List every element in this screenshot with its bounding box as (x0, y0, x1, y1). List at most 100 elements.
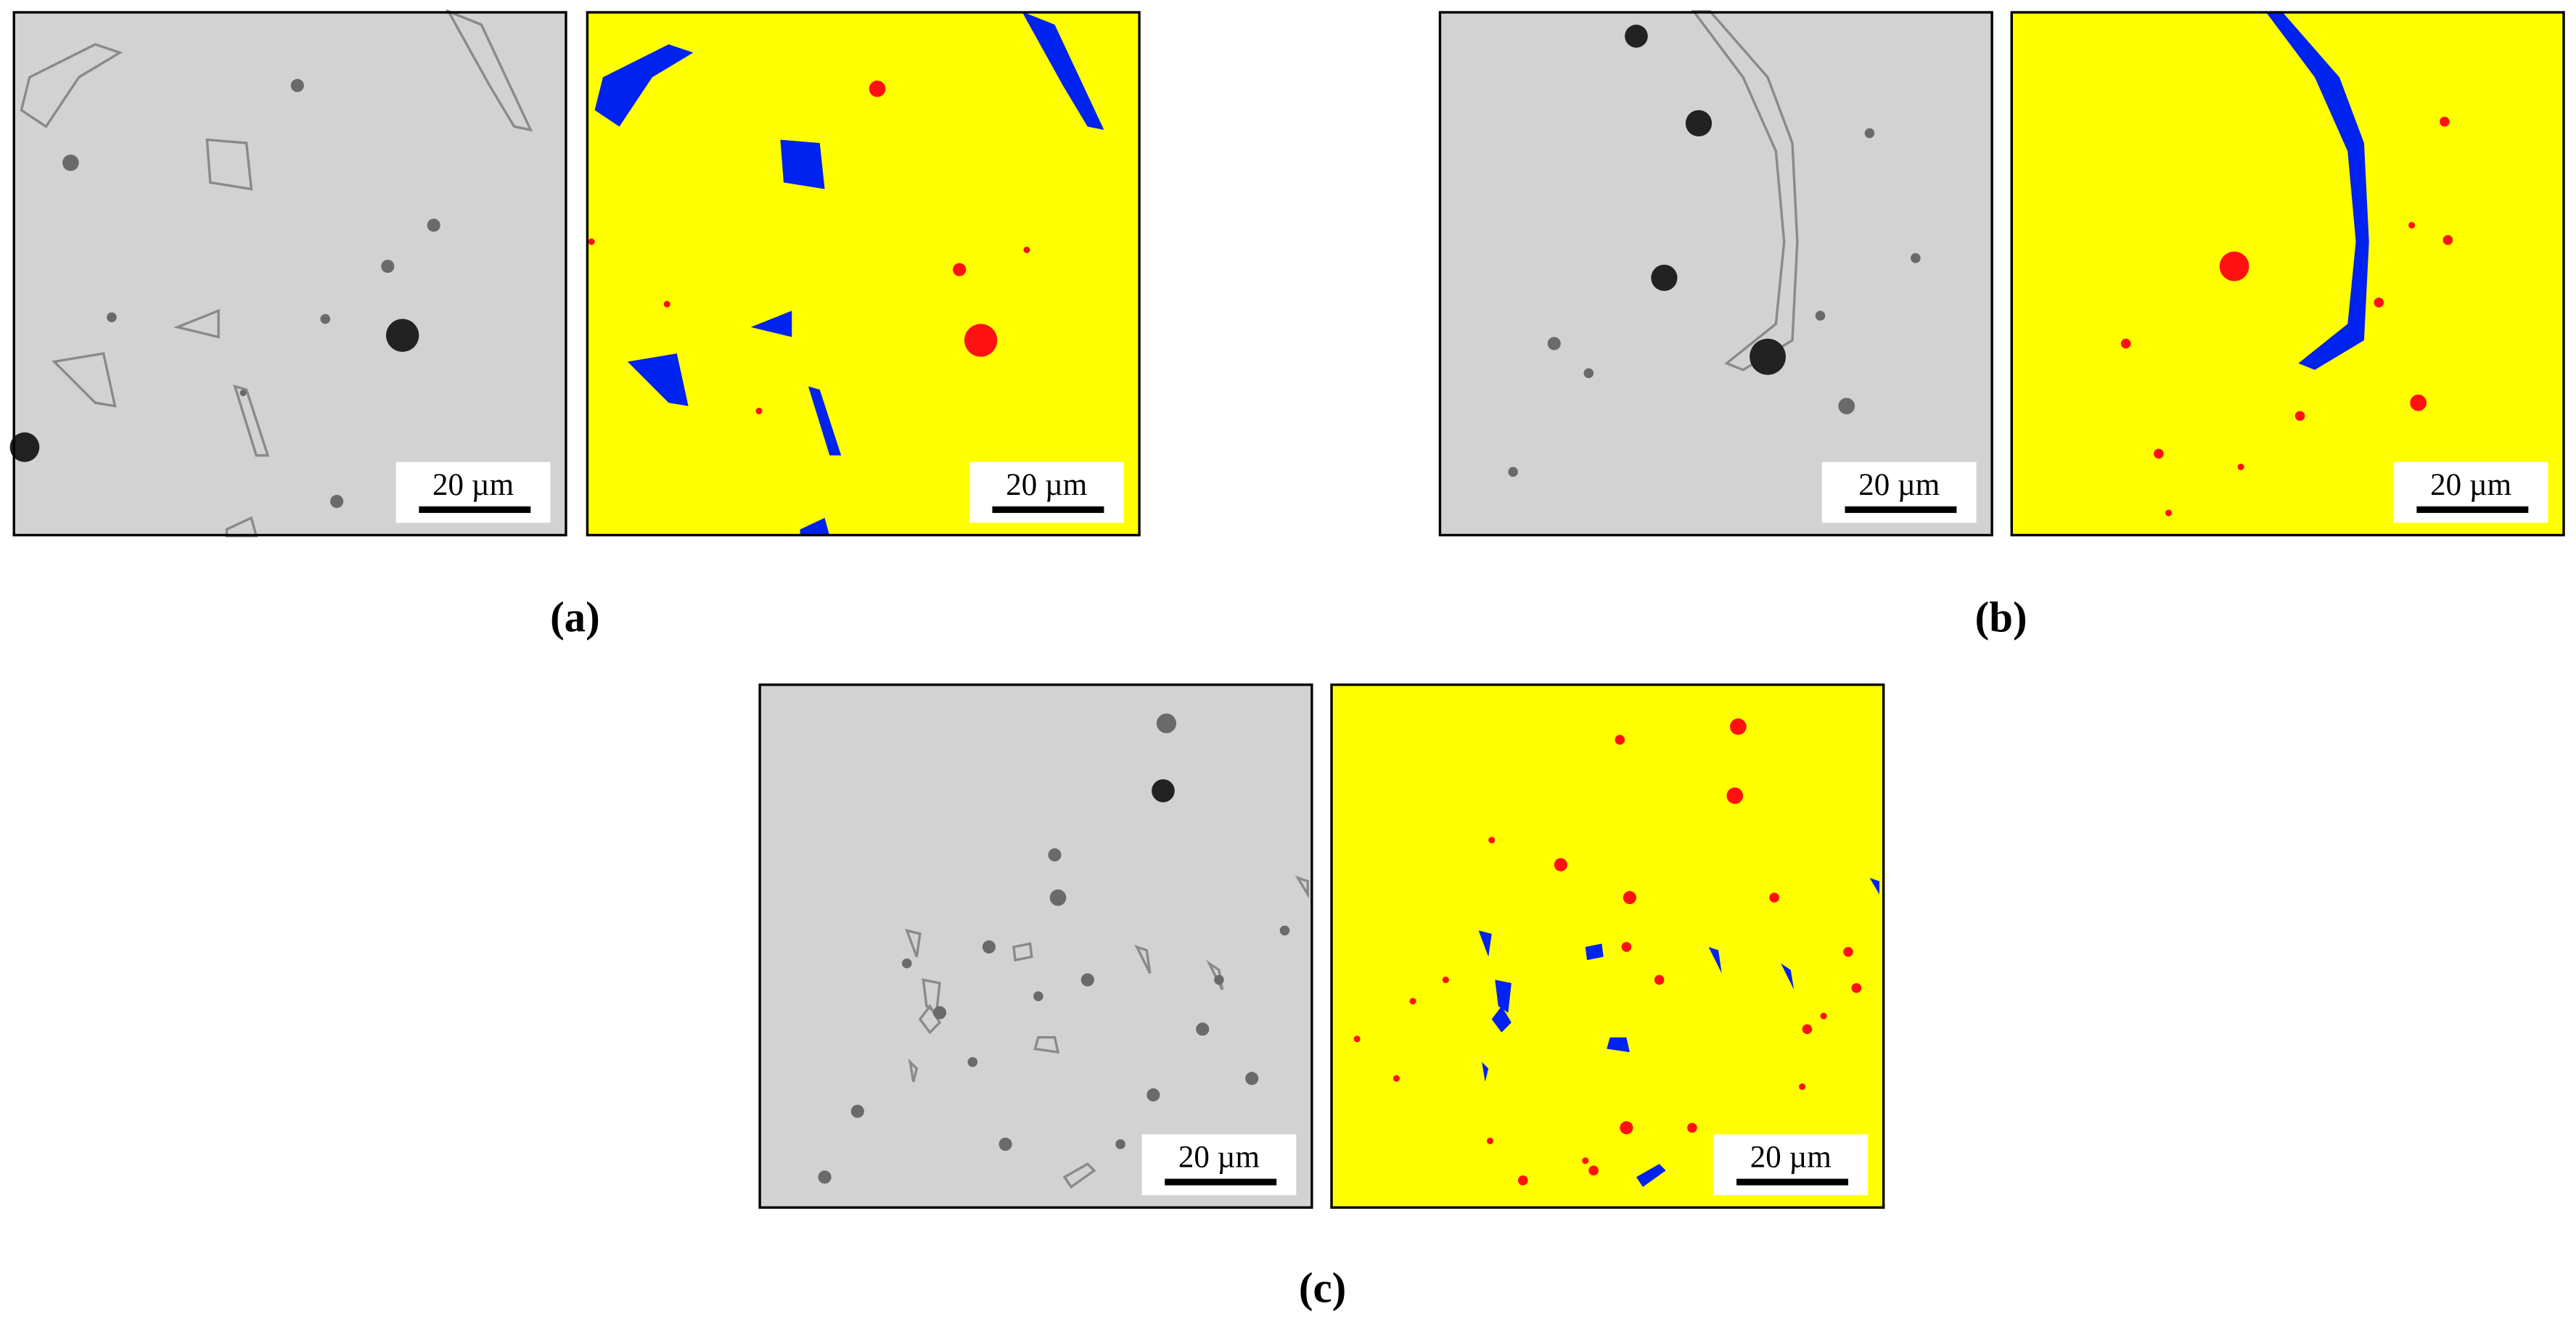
pore-region (2237, 463, 2244, 471)
pore-region (2219, 251, 2249, 282)
pore (1685, 110, 1712, 137)
pore-region (755, 407, 763, 414)
image-background (586, 11, 1141, 536)
pore-region (1517, 1175, 1528, 1186)
pore-region (1726, 787, 1744, 804)
pore-region (964, 324, 998, 357)
pore (1651, 264, 1678, 292)
pore (1152, 779, 1175, 802)
image-background (1330, 684, 1884, 1209)
grain-boundary (446, 9, 533, 132)
pore-region (1615, 734, 1625, 745)
pore-region (1488, 837, 1496, 844)
pore (107, 312, 117, 323)
scale-bar (419, 506, 531, 513)
crack-region (1478, 930, 1492, 957)
crack-region (1708, 947, 1722, 974)
crack-region (808, 386, 842, 456)
pore-region (2120, 338, 2131, 349)
panel-label: (a) (550, 594, 600, 641)
scale-bar-label: 20 µm (432, 468, 514, 502)
pore (1911, 253, 1921, 263)
pore-region (1799, 1083, 1806, 1091)
pore (1080, 973, 1094, 987)
pore-region (1392, 1075, 1400, 1082)
pore-region (663, 300, 670, 308)
pore-region (1620, 1121, 1633, 1135)
scale-bar (2416, 506, 2529, 513)
pore (1583, 368, 1594, 379)
crack-region (1636, 1164, 1666, 1187)
grain-boundary (173, 308, 220, 339)
pore-region (1486, 1137, 1494, 1144)
pore-region (1769, 892, 1779, 903)
pore (62, 154, 79, 171)
grain-boundary (52, 352, 117, 408)
grain-boundary (908, 1058, 919, 1083)
crack-region (1491, 1006, 1511, 1033)
crack-region (1781, 963, 1794, 990)
pore (1625, 24, 1648, 48)
segmentation-map: 20 µm (1330, 683, 1885, 1209)
pore (1815, 311, 1826, 321)
crack-region (1495, 980, 1511, 1013)
grain-boundary (1134, 945, 1152, 974)
image-border (1438, 11, 1993, 537)
pore (9, 432, 40, 462)
pore-region (1820, 1012, 1827, 1019)
scale-bar (992, 506, 1104, 513)
grain-boundary (1062, 1162, 1096, 1189)
pore-region (953, 263, 967, 276)
pore (1279, 925, 1290, 936)
micrograph: 20 µm (9, 9, 567, 538)
crack-region (1585, 943, 1604, 961)
scale-bar-label: 20 µm (1178, 1141, 1260, 1175)
grain-boundary (20, 43, 123, 128)
pore-region (588, 238, 595, 245)
pore (330, 494, 344, 509)
pore-region (1409, 998, 1416, 1005)
pore (901, 958, 912, 969)
segmentation-map: 20 µm (586, 11, 1141, 537)
panel-label: (b) (1975, 594, 2027, 641)
image-border (1330, 683, 1885, 1209)
pore (1750, 338, 1787, 375)
pore-region (1802, 1024, 1813, 1035)
pore (932, 1006, 947, 1019)
grain-boundary (1691, 10, 1799, 372)
pore-region (1023, 246, 1030, 253)
crack-region (780, 139, 825, 189)
pore (998, 1137, 1012, 1152)
scale-bar-label: 20 µm (2430, 468, 2511, 502)
pore (1864, 128, 1875, 139)
pore-region (2374, 297, 2384, 308)
pore-region (1843, 947, 1853, 957)
image-background (13, 11, 567, 536)
pore (1156, 713, 1177, 734)
scale-bar (1845, 506, 1957, 513)
pore (1245, 1072, 1259, 1085)
image-background (2011, 11, 2565, 536)
pore (1048, 848, 1062, 862)
grain-boundary (233, 384, 270, 457)
pore (1115, 1139, 1125, 1149)
scale-bar-label: 20 µm (1006, 468, 1087, 502)
scale-bar (1165, 1178, 1277, 1186)
pore-region (2294, 411, 2305, 422)
panel-label: (c) (1299, 1264, 1346, 1311)
pore-region (1588, 1165, 1599, 1176)
pore-region (1730, 718, 1747, 735)
pore-region (869, 81, 886, 97)
image-border (586, 11, 1141, 537)
pore (967, 1056, 978, 1067)
image-border (2010, 11, 2565, 537)
micrograph: 20 µm (758, 683, 1313, 1209)
pore (239, 389, 247, 397)
pore-region (1582, 1157, 1589, 1165)
panel: 20 µm 20 µm (a) (9, 9, 1141, 641)
pore (1033, 991, 1043, 1001)
segmentation-map: 20 µm (2010, 11, 2565, 537)
panel: 20 µm 20 µm (b) (1438, 10, 2565, 641)
